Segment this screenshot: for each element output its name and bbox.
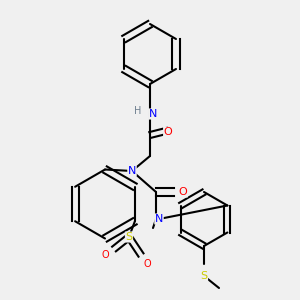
Text: N: N <box>128 166 136 176</box>
Text: N: N <box>155 214 163 224</box>
Text: S: S <box>200 271 208 281</box>
Text: H: H <box>134 106 142 116</box>
Text: S: S <box>125 232 133 242</box>
Text: N: N <box>149 109 157 119</box>
Text: O: O <box>178 187 188 197</box>
Text: O: O <box>143 259 151 269</box>
Text: O: O <box>164 127 172 137</box>
Text: O: O <box>101 250 109 260</box>
